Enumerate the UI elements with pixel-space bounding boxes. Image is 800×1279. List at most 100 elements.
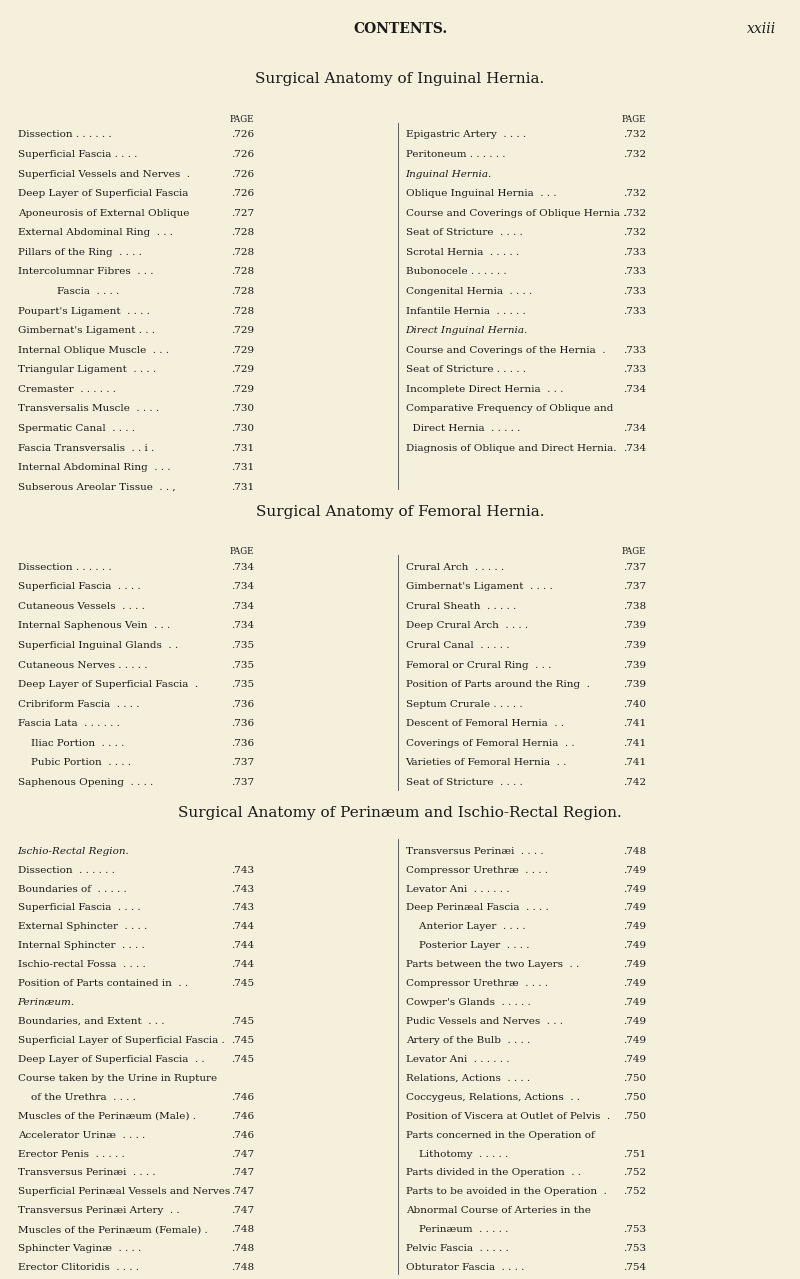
Text: Poupart's Ligament  . . . .: Poupart's Ligament . . . . (18, 307, 150, 316)
Text: Crural Canal  . . . . .: Crural Canal . . . . . (406, 641, 509, 650)
Text: Direct Inguinal Hernia.: Direct Inguinal Hernia. (406, 326, 528, 335)
Text: .739: .739 (623, 680, 646, 689)
Text: .744: .744 (231, 961, 254, 969)
Text: .740: .740 (623, 700, 646, 709)
Text: Ischio-rectal Fossa  . . . .: Ischio-rectal Fossa . . . . (18, 961, 146, 969)
Text: Gimbernat's Ligament  . . . .: Gimbernat's Ligament . . . . (406, 582, 552, 591)
Text: Congenital Hernia  . . . .: Congenital Hernia . . . . (406, 286, 532, 295)
Text: .746: .746 (231, 1092, 254, 1101)
Text: Pudic Vessels and Nerves  . . .: Pudic Vessels and Nerves . . . (406, 1017, 562, 1026)
Text: Transversalis Muscle  . . . .: Transversalis Muscle . . . . (18, 404, 158, 413)
Text: Levator Ani  . . . . . .: Levator Ani . . . . . . (406, 885, 509, 894)
Text: Superficial Layer of Superficial Fascia .: Superficial Layer of Superficial Fascia … (18, 1036, 224, 1045)
Text: PAGE: PAGE (622, 547, 646, 556)
Text: Levator Ani  . . . . . .: Levator Ani . . . . . . (406, 1055, 509, 1064)
Text: Transversus Perinæi  . . . .: Transversus Perinæi . . . . (406, 847, 543, 856)
Text: Saphenous Opening  . . . .: Saphenous Opening . . . . (18, 778, 153, 787)
Text: .749: .749 (623, 866, 646, 875)
Text: Course and Coverings of Oblique Hernia .: Course and Coverings of Oblique Hernia . (406, 208, 626, 217)
Text: Femoral or Crural Ring  . . .: Femoral or Crural Ring . . . (406, 660, 551, 670)
Text: Fascia  . . . .: Fascia . . . . (18, 286, 119, 295)
Text: .737: .737 (623, 563, 646, 572)
Text: .749: .749 (623, 941, 646, 950)
Text: .734: .734 (623, 444, 646, 453)
Text: Compressor Urethræ  . . . .: Compressor Urethræ . . . . (406, 866, 547, 875)
Text: Surgical Anatomy of Perinæum and Ischio-Rectal Region.: Surgical Anatomy of Perinæum and Ischio-… (178, 806, 622, 820)
Text: Obturator Fascia  . . . .: Obturator Fascia . . . . (406, 1264, 524, 1273)
Text: .728: .728 (231, 267, 254, 276)
Text: .748: .748 (231, 1225, 254, 1234)
Text: Perinæum  . . . . .: Perinæum . . . . . (406, 1225, 508, 1234)
Text: .732: .732 (623, 150, 646, 159)
Text: .733: .733 (623, 267, 646, 276)
Text: Surgical Anatomy of Inguinal Hernia.: Surgical Anatomy of Inguinal Hernia. (255, 72, 545, 86)
Text: Accelerator Urinæ  . . . .: Accelerator Urinæ . . . . (18, 1131, 145, 1140)
Text: Anterior Layer  . . . .: Anterior Layer . . . . (406, 922, 526, 931)
Text: .742: .742 (623, 778, 646, 787)
Text: Superficial Perinæal Vessels and Nerves: Superficial Perinæal Vessels and Nerves (18, 1187, 230, 1196)
Text: Posterior Layer  . . . .: Posterior Layer . . . . (406, 941, 529, 950)
Text: Cowper's Glands  . . . . .: Cowper's Glands . . . . . (406, 998, 530, 1007)
Text: Dissection . . . . . .: Dissection . . . . . . (18, 130, 111, 139)
Text: .739: .739 (623, 641, 646, 650)
Text: Internal Oblique Muscle  . . .: Internal Oblique Muscle . . . (18, 345, 169, 354)
Text: .745: .745 (231, 1017, 254, 1026)
Text: .733: .733 (623, 248, 646, 257)
Text: .744: .744 (231, 941, 254, 950)
Text: Ischio-Rectal Region.: Ischio-Rectal Region. (18, 847, 130, 856)
Text: .729: .729 (231, 385, 254, 394)
Text: Transversus Perinæi Artery  . .: Transversus Perinæi Artery . . (18, 1206, 179, 1215)
Text: Incomplete Direct Hernia  . . .: Incomplete Direct Hernia . . . (406, 385, 563, 394)
Text: .752: .752 (623, 1169, 646, 1178)
Text: Muscles of the Perinæum (Male) .: Muscles of the Perinæum (Male) . (18, 1111, 195, 1120)
Text: .734: .734 (231, 582, 254, 591)
Text: Position of Parts around the Ring  .: Position of Parts around the Ring . (406, 680, 590, 689)
Text: .739: .739 (623, 660, 646, 670)
Text: .729: .729 (231, 366, 254, 375)
Text: .733: .733 (623, 307, 646, 316)
Text: .749: .749 (623, 922, 646, 931)
Text: .731: .731 (231, 444, 254, 453)
Text: of the Urethra  . . . .: of the Urethra . . . . (18, 1092, 135, 1101)
Text: Perinæum.: Perinæum. (18, 998, 74, 1007)
Text: .737: .737 (231, 758, 254, 767)
Text: Aponeurosis of External Oblique: Aponeurosis of External Oblique (18, 208, 189, 217)
Text: Parts concerned in the Operation of: Parts concerned in the Operation of (406, 1131, 594, 1140)
Text: .751: .751 (623, 1150, 646, 1159)
Text: Gimbernat's Ligament . . .: Gimbernat's Ligament . . . (18, 326, 154, 335)
Text: .748: .748 (231, 1264, 254, 1273)
Text: Intercolumnar Fibres  . . .: Intercolumnar Fibres . . . (18, 267, 153, 276)
Text: Triangular Ligament  . . . .: Triangular Ligament . . . . (18, 366, 156, 375)
Text: Oblique Inguinal Hernia  . . .: Oblique Inguinal Hernia . . . (406, 189, 556, 198)
Text: Cutaneous Nerves . . . . .: Cutaneous Nerves . . . . . (18, 660, 147, 670)
Text: Superficial Fascia  . . . .: Superficial Fascia . . . . (18, 582, 140, 591)
Text: .726: .726 (231, 189, 254, 198)
Text: Relations, Actions  . . . .: Relations, Actions . . . . (406, 1074, 530, 1083)
Text: .736: .736 (231, 719, 254, 728)
Text: Parts divided in the Operation  . .: Parts divided in the Operation . . (406, 1169, 581, 1178)
Text: Surgical Anatomy of Femoral Hernia.: Surgical Anatomy of Femoral Hernia. (256, 505, 544, 519)
Text: Diagnosis of Oblique and Direct Hernia.: Diagnosis of Oblique and Direct Hernia. (406, 444, 616, 453)
Text: .737: .737 (231, 778, 254, 787)
Text: .744: .744 (231, 922, 254, 931)
Text: Boundaries of  . . . . .: Boundaries of . . . . . (18, 885, 126, 894)
Text: Spermatic Canal  . . . .: Spermatic Canal . . . . (18, 423, 134, 434)
Text: PAGE: PAGE (622, 115, 646, 124)
Text: .736: .736 (231, 739, 254, 748)
Text: Lithotomy  . . . . .: Lithotomy . . . . . (406, 1150, 508, 1159)
Text: .739: .739 (623, 622, 646, 631)
Text: .736: .736 (231, 700, 254, 709)
Text: Iliac Portion  . . . .: Iliac Portion . . . . (18, 739, 124, 748)
Text: Varieties of Femoral Hernia  . .: Varieties of Femoral Hernia . . (406, 758, 567, 767)
Text: .748: .748 (623, 847, 646, 856)
Text: .748: .748 (231, 1244, 254, 1253)
Text: External Abdominal Ring  . . .: External Abdominal Ring . . . (18, 228, 173, 238)
Text: .732: .732 (623, 130, 646, 139)
Text: .749: .749 (623, 980, 646, 989)
Text: .745: .745 (231, 980, 254, 989)
Text: Superficial Inguinal Glands  . .: Superficial Inguinal Glands . . (18, 641, 178, 650)
Text: .749: .749 (623, 1055, 646, 1064)
Text: .750: .750 (623, 1092, 646, 1101)
Text: .726: .726 (231, 130, 254, 139)
Text: Crural Sheath  . . . . .: Crural Sheath . . . . . (406, 602, 516, 611)
